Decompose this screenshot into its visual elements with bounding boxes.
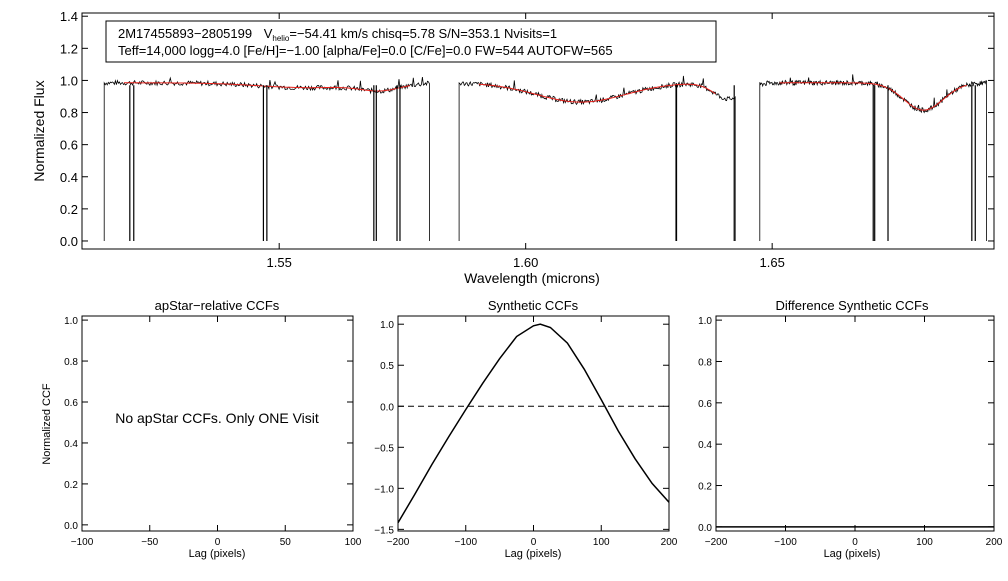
x-tick-label: −200 — [387, 537, 410, 548]
y-tick-label: 0.8 — [60, 106, 78, 121]
x-tick-label: 200 — [661, 537, 678, 548]
x-tick-label: 200 — [986, 537, 1003, 548]
apstar-ccf-ylabel: Normalized CCF — [41, 383, 53, 465]
y-tick-label: 0.6 — [60, 138, 78, 153]
y-tick-label: −0.5 — [374, 443, 394, 454]
spectrum-panel: 1.55 1.60 1.65 0.0 0.2 0.4 0.6 0.8 1.0 1.2 1.4 2M1… — [31, 9, 995, 286]
x-tick-label: 100 — [345, 537, 362, 548]
y-tick-label: −1.5 — [374, 525, 394, 536]
x-tick-label: −100 — [454, 537, 477, 548]
y-tick-label: 0.4 — [698, 440, 712, 451]
synthetic-ccf-title: Synthetic CCFs — [488, 298, 579, 313]
synthetic-ccf-plot-area — [397, 323, 670, 524]
info-line-2: Teff=14,000 logg=4.0 [Fe/H]=−1.00 [alpha… — [118, 43, 613, 58]
synthetic-ccf-xlabel: Lag (pixels) — [505, 548, 562, 560]
star-id: 2M17455893−2805199 — [118, 26, 252, 41]
x-tick-label: −50 — [141, 537, 158, 548]
x-tick-label: 0 — [215, 537, 221, 548]
y-tick-label: 0.6 — [64, 398, 78, 409]
apstar-ccf-title: apStar−relative CCFs — [155, 298, 280, 313]
difference-ccf-panel: −200 −100 0 100 200 0.0 0.2 0.4 0.6 0.8 1.0 Differ… — [698, 298, 1003, 560]
x-tick-label: −100 — [71, 537, 94, 548]
x-tick-label: 1.65 — [760, 255, 785, 270]
y-tick-label: 0.2 — [60, 202, 78, 217]
x-tick-label: −200 — [705, 537, 728, 548]
synthetic-ccf-ticks: −200 −100 0 100 200 −1.5 −1.0 −0.5 0.0 0.5 1.0 — [374, 316, 678, 548]
spectrum-ylabel: Normalized Flux — [31, 80, 47, 181]
x-tick-label: 100 — [593, 537, 610, 548]
spectrum-ticks: 1.55 1.60 1.65 0.0 0.2 0.4 0.6 0.8 1.0 1.2 1.4 — [60, 9, 994, 270]
difference-ccf-ticks: −200 −100 0 100 200 0.0 0.2 0.4 0.6 0.8 1.0 — [698, 316, 1003, 548]
v-subscript: helio — [272, 34, 289, 43]
y-tick-label: 0.0 — [60, 234, 78, 249]
apstar-ccf-panel: −100 −50 0 50 100 0.0 0.2 0.4 0.6 0.8 1.0 apStar−r… — [41, 298, 362, 560]
observed-spectrum-line — [103, 74, 987, 241]
y-tick-label: 1.2 — [60, 41, 78, 56]
y-tick-label: 0.6 — [698, 399, 712, 410]
y-tick-label: 0.0 — [64, 521, 78, 532]
x-tick-label: 1.55 — [267, 255, 292, 270]
y-tick-label: 0.2 — [64, 480, 78, 491]
x-tick-label: 1.60 — [513, 255, 538, 270]
model-spectrum-line — [123, 82, 968, 111]
difference-ccf-title: Difference Synthetic CCFs — [776, 298, 929, 313]
y-tick-label: 0.2 — [698, 482, 712, 493]
info-stats: =−54.41 km/s chisq=5.78 S/N=353.1 Nvisit… — [289, 26, 557, 41]
spectrum-frame — [81, 12, 995, 250]
difference-ccf-frame — [715, 315, 995, 532]
x-tick-label: 100 — [916, 537, 933, 548]
synthetic-ccf-curve — [397, 323, 670, 524]
v-label: V — [264, 26, 273, 41]
x-tick-label: 50 — [280, 537, 292, 548]
y-tick-label: 1.0 — [380, 320, 394, 331]
info-box — [105, 20, 717, 63]
y-tick-label: 1.0 — [698, 316, 712, 327]
y-tick-label: 1.4 — [60, 9, 78, 24]
spectrum-plot-area — [103, 74, 987, 241]
y-tick-label: 1.0 — [64, 316, 78, 327]
y-tick-label: 0.4 — [64, 439, 78, 450]
y-tick-label: 0.5 — [380, 361, 394, 372]
y-tick-label: 0.0 — [380, 402, 394, 413]
y-tick-label: −1.0 — [374, 484, 394, 495]
y-tick-label: 0.8 — [64, 357, 78, 368]
y-tick-label: 0.8 — [698, 357, 712, 368]
spectrum-xlabel: Wavelength (microns) — [464, 270, 600, 286]
y-tick-label: 1.0 — [60, 73, 78, 88]
apstar-ccf-xlabel: Lag (pixels) — [189, 548, 246, 560]
info-line-1: 2M17455893−2805199 Vhelio=−54.41 km/s ch… — [118, 26, 557, 43]
x-tick-label: 0 — [852, 537, 858, 548]
synthetic-ccf-frame — [397, 315, 670, 532]
apstar-ccf-ticks: −100 −50 0 50 100 0.0 0.2 0.4 0.6 0.8 1.0 — [64, 316, 362, 548]
y-tick-label: 0.4 — [60, 170, 78, 185]
y-tick-label: 0.0 — [698, 523, 712, 534]
synthetic-ccf-panel: −200 −100 0 100 200 −1.5 −1.0 −0.5 0.0 0.5 1.0 Syn… — [374, 298, 678, 560]
x-tick-label: −100 — [774, 537, 797, 548]
no-ccf-annotation: No apStar CCFs. Only ONE Visit — [115, 410, 319, 426]
difference-ccf-xlabel: Lag (pixels) — [824, 548, 881, 560]
x-tick-label: 0 — [531, 537, 537, 548]
